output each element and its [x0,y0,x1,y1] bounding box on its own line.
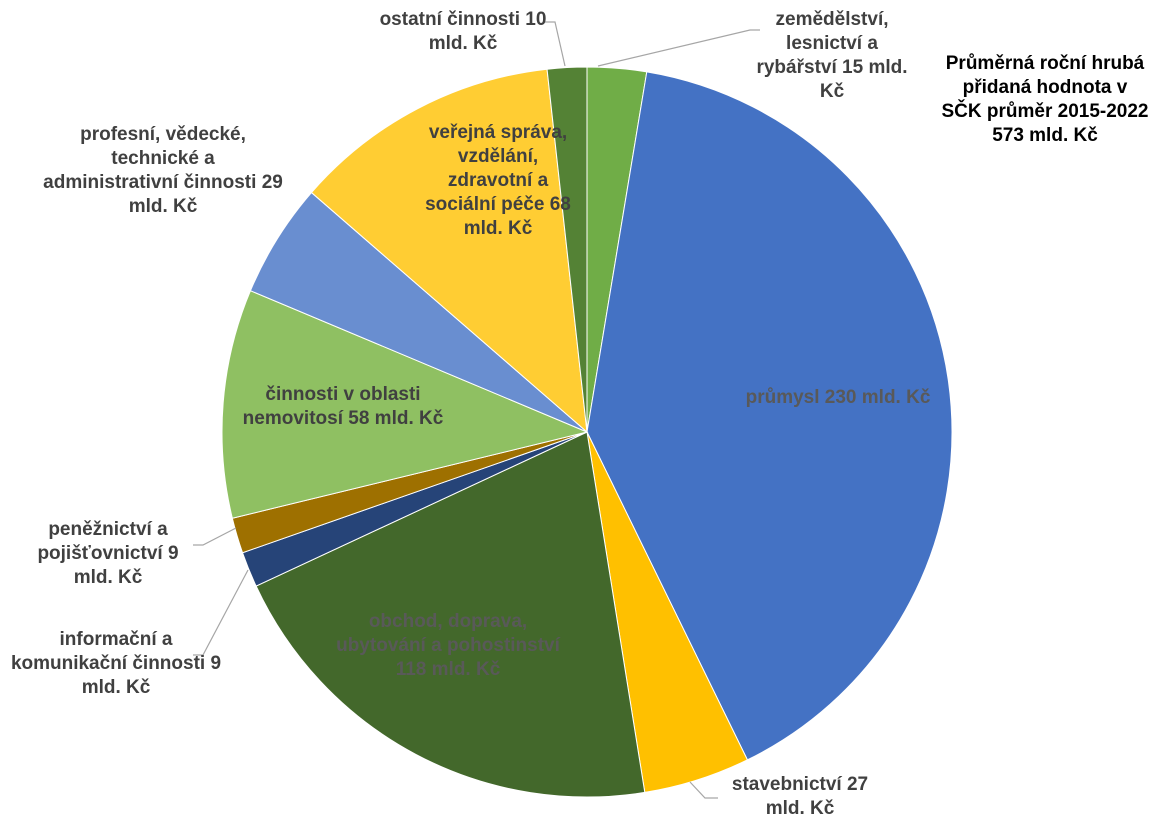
data-label: stavebnictví 27 mld. Kč [710,773,890,821]
data-label: veřejná správa, vzdělání, zdravotní a so… [423,121,573,241]
value-label: 118 mld. Kč [395,659,501,680]
leader-line [597,29,760,67]
data-label: obchod, doprava, ubytování a pohostinstv… [333,610,563,682]
category-label: činnosti v oblasti nemovitosí [242,384,421,429]
category-label: zemědělství, lesnictví a rybářství [756,9,889,78]
category-label: profesní, vědecké, technické a administr… [43,124,257,193]
pie-slice [586,71,953,761]
data-label: činnosti v oblasti nemovitosí 58 mld. Kč [228,383,458,431]
category-label: stavebnictví [731,774,842,795]
value-label: 230 mld. Kč [824,387,931,408]
data-label: peněžnictví a pojišťovnictví 9 mld. Kč [18,518,198,590]
leader-line [689,781,718,799]
leader-lines [193,21,760,799]
data-label: zemědělství, lesnictví a rybářství 15 ml… [752,8,912,104]
pie-slice [255,431,646,798]
leader-line [193,527,237,546]
category-label: peněžnictví a pojišťovnictví [37,519,168,564]
category-label: průmysl [745,387,820,408]
pie-slice [546,66,588,433]
data-label: profesní, vědecké, technické a administr… [43,123,283,219]
slices [221,66,953,798]
pie-slice [221,290,589,519]
category-label: veřejná správa, vzdělání, zdravotní a so… [425,122,568,215]
value-label: 29 mld. Kč [128,172,283,217]
leader-line [545,21,566,67]
pie-slice [310,68,588,434]
data-label: ostatní činnosti 10 mld. Kč [358,8,568,56]
category-label: informační a komunikační činnosti [10,629,206,674]
value-label: 58 mld. Kč [348,408,444,429]
value-label: 68 mld. Kč [463,194,571,239]
category-label: obchod, doprava, ubytování a pohostinstv… [336,611,560,656]
leader-line [193,569,249,656]
value-label: 9 mld. Kč [73,543,179,588]
value-label: 27 mld. Kč [765,774,869,819]
data-label: informační a komunikační činnosti 9 mld.… [6,628,226,700]
value-label: 10 mld. Kč [428,9,547,54]
data-label: průmysl 230 mld. Kč [723,386,953,410]
value-label: 15 mld. Kč [819,57,908,102]
chart-title: Průměrná roční hrubá přidaná hodnota v S… [941,53,1149,146]
value-label: 9 mld. Kč [81,653,222,698]
category-label: ostatní činnosti [379,9,520,30]
